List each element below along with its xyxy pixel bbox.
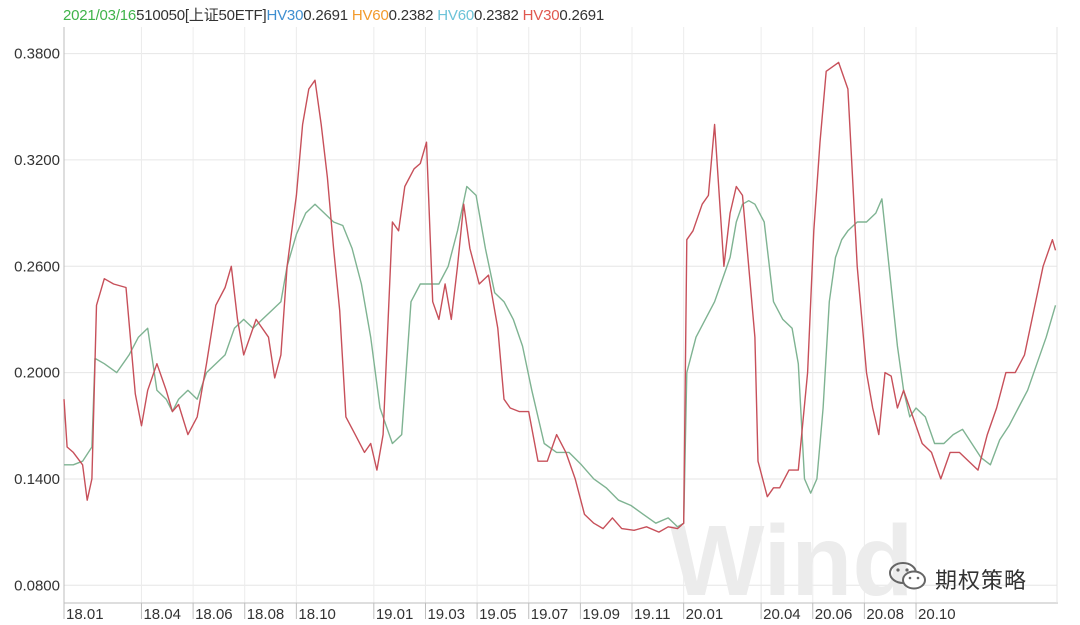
- legend-item-2-value: 0.2382: [474, 7, 519, 24]
- legend-item-2-label: HV60: [437, 7, 474, 24]
- y-axis-ticks: 0.3800 0.3200 0.2600 0.2000 0.1400 0.0800: [14, 46, 60, 595]
- x-tick-label: 19.11: [634, 606, 670, 623]
- series: [63, 61, 1057, 533]
- y-tick-label: 0.2600: [14, 258, 60, 275]
- legend-code: 510050[上证50ETF]: [136, 7, 267, 24]
- wind-watermark-logo: Wind: [670, 505, 913, 617]
- x-tick-label: 19.07: [531, 606, 569, 623]
- wind-watermark: Wind: [670, 505, 913, 617]
- chart-legend: 2021/03/16510050[上证50ETF]HV300.2691 HV60…: [63, 4, 604, 25]
- wechat-account-name: 期权策略: [935, 569, 1028, 594]
- x-tick-label: 20.10: [918, 606, 956, 623]
- y-tick-label: 0.3200: [14, 152, 60, 169]
- x-tick-label: 20.01: [686, 606, 724, 623]
- x-tick-label: 18.08: [247, 606, 285, 623]
- legend-item-1-label: HV60: [351, 7, 389, 24]
- x-tick-label: 18.10: [298, 606, 336, 623]
- x-tick-label: 19.01: [376, 606, 414, 623]
- legend-item-3-label: HV30: [522, 7, 560, 24]
- y-tick-label: 0.2000: [14, 365, 60, 382]
- y-tick-label: 0.1400: [14, 471, 60, 488]
- legend-item-0-label: HV30: [266, 7, 304, 24]
- wechat-icon: [889, 562, 926, 590]
- x-tick-label: 18.01: [66, 606, 104, 623]
- x-tick-label: 19.05: [479, 606, 517, 623]
- legend-item-0-value: 0.2691: [303, 7, 348, 24]
- x-tick-label: 20.04: [763, 606, 801, 623]
- legend-date: 2021/03/16: [63, 7, 137, 24]
- x-tick-label: 18.04: [143, 606, 181, 623]
- series-line-hv60: [64, 185, 1057, 528]
- x-tick-label: 18.06: [195, 606, 233, 623]
- grid: [63, 27, 1057, 603]
- legend-item-3-value: 0.2691: [559, 7, 605, 24]
- x-axis-ticks: 18.01 18.04 18.06 18.08 18.10 19.01 19.03 19.05…: [63, 603, 956, 623]
- series-line-hv30: [63, 61, 1057, 533]
- axes: [63, 27, 1058, 604]
- y-tick-label: 0.3800: [14, 46, 60, 63]
- y-tick-label: 0.0800: [14, 577, 60, 594]
- x-tick-label: 19.09: [582, 606, 620, 623]
- legend-item-1-value: 0.2382: [388, 7, 434, 24]
- x-tick-label: 20.06: [815, 606, 853, 623]
- x-tick-label: 20.08: [866, 606, 904, 623]
- x-tick-label: 19.03: [427, 606, 465, 623]
